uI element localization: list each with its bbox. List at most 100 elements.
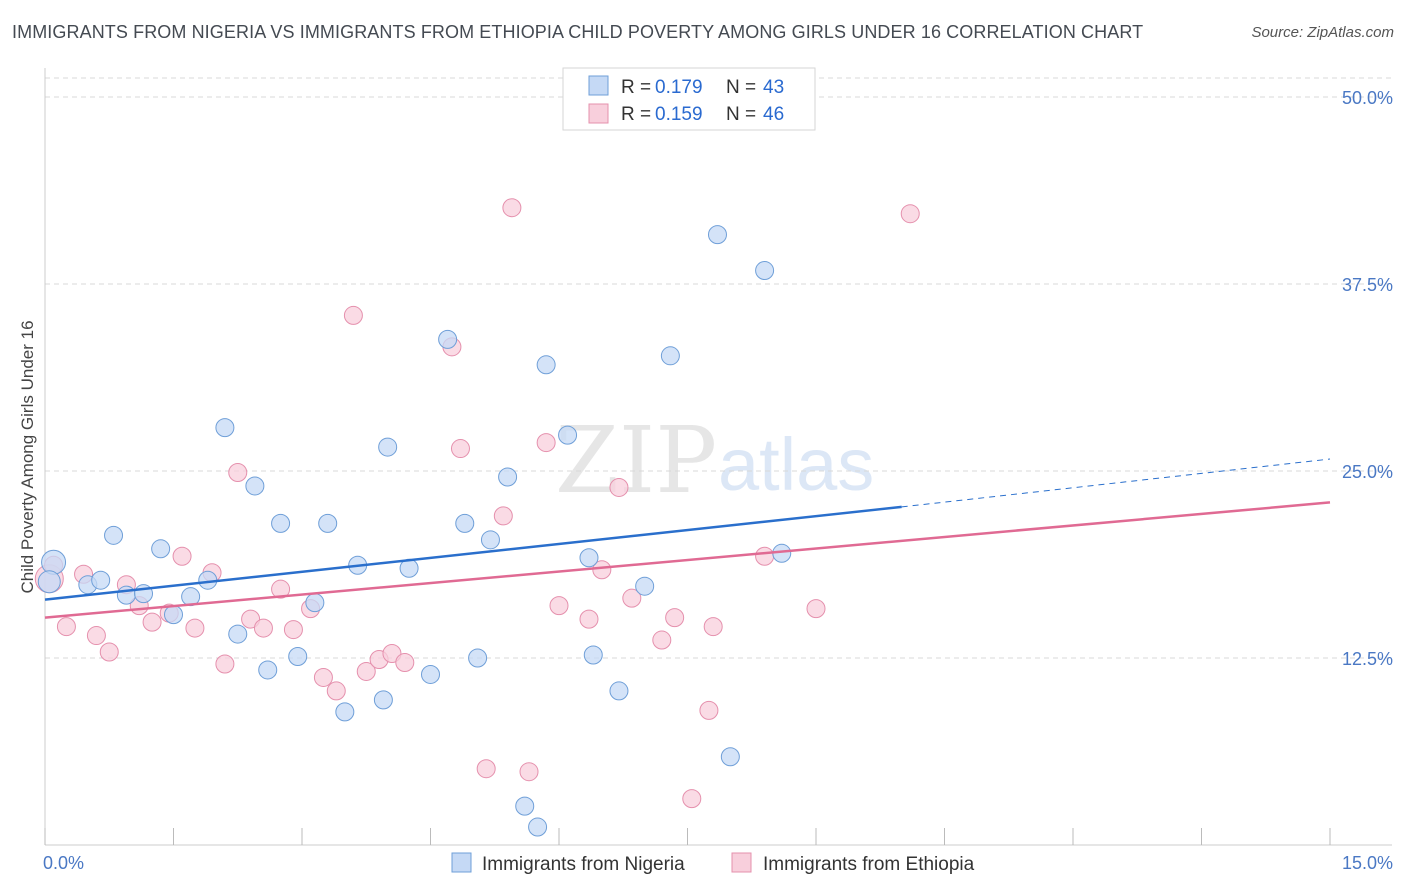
- y-tick-label: 12.5%: [1342, 649, 1393, 669]
- legend-ethiopia-n-value: 46: [763, 104, 784, 125]
- grid-lines: [45, 77, 1392, 659]
- watermark: ZIP atlas: [555, 407, 874, 514]
- watermark-atlas: atlas: [718, 423, 874, 506]
- point-ethiopia: [253, 618, 273, 638]
- series-ethiopia-points: [34, 198, 920, 809]
- point-ethiopia: [56, 617, 76, 637]
- y-tick-label: 37.5%: [1342, 275, 1393, 295]
- point-nigeria: [515, 796, 535, 816]
- chart-title: IMMIGRANTS FROM NIGERIA VS IMMIGRANTS FR…: [12, 22, 1144, 42]
- point-nigeria: [41, 549, 67, 575]
- point-nigeria: [164, 605, 183, 625]
- bottom-legend-swatch-ethiopia: [731, 852, 752, 873]
- point-ethiopia: [622, 588, 642, 608]
- point-nigeria: [660, 346, 680, 366]
- point-nigeria: [635, 576, 655, 596]
- point-nigeria: [305, 593, 325, 613]
- point-nigeria: [104, 525, 124, 545]
- watermark-zip: ZIP: [555, 407, 717, 514]
- point-ethiopia: [343, 305, 363, 325]
- point-nigeria: [455, 513, 475, 533]
- point-ethiopia: [215, 654, 235, 674]
- point-ethiopia: [703, 617, 723, 637]
- point-nigeria: [258, 660, 278, 680]
- legend-nigeria-r-value: 0.179: [655, 77, 703, 98]
- point-ethiopia: [549, 596, 569, 616]
- point-nigeria: [151, 539, 171, 559]
- x-tick-label: 15.0%: [1342, 853, 1393, 873]
- point-nigeria: [245, 476, 265, 496]
- x-tick-label: 0.0%: [43, 853, 84, 873]
- point-nigeria: [421, 664, 440, 684]
- legend-nigeria-n-value: 43: [763, 77, 784, 98]
- point-ethiopia: [450, 439, 470, 459]
- legend-ethiopia-r-value: 0.159: [655, 104, 703, 125]
- point-nigeria: [480, 530, 500, 550]
- point-ethiopia: [806, 599, 826, 619]
- point-nigeria: [468, 648, 488, 668]
- point-nigeria: [707, 225, 727, 245]
- point-nigeria: [335, 702, 355, 722]
- trend-line-ethiopia: [44, 501, 1331, 619]
- point-nigeria: [558, 425, 578, 445]
- point-ethiopia: [228, 462, 248, 482]
- point-ethiopia: [579, 609, 599, 629]
- point-nigeria: [609, 681, 629, 701]
- tick-labels: 12.5% 25.0% 37.5% 50.0% 0.0% 15.0%: [43, 88, 1393, 873]
- y-tick-label: 25.0%: [1342, 462, 1393, 482]
- trend-lines: [44, 458, 1331, 619]
- point-ethiopia: [493, 506, 513, 526]
- point-ethiopia: [609, 477, 629, 497]
- point-nigeria: [755, 261, 775, 281]
- point-ethiopia: [185, 618, 205, 638]
- point-ethiopia: [682, 789, 702, 809]
- point-nigeria: [271, 513, 291, 533]
- point-ethiopia: [271, 579, 291, 599]
- trend-line-nigeria: [44, 505, 902, 601]
- point-nigeria: [37, 570, 61, 594]
- legend-swatch-nigeria: [588, 75, 609, 96]
- point-ethiopia: [699, 700, 719, 720]
- legend-bottom: Immigrants from Nigeria Immigrants from …: [451, 852, 975, 875]
- point-ethiopia: [356, 661, 376, 681]
- point-nigeria: [583, 645, 603, 665]
- source-credit: Source: ZipAtlas.com: [1251, 24, 1394, 41]
- point-ethiopia: [283, 620, 303, 640]
- point-nigeria: [91, 570, 111, 590]
- bottom-legend-swatch-nigeria: [451, 852, 472, 873]
- point-nigeria: [528, 817, 548, 837]
- point-nigeria: [498, 467, 518, 487]
- point-nigeria: [318, 513, 338, 533]
- point-ethiopia: [313, 667, 333, 687]
- point-nigeria: [579, 548, 599, 568]
- point-nigeria: [228, 624, 248, 644]
- point-ethiopia: [519, 762, 539, 782]
- point-ethiopia: [536, 433, 556, 453]
- point-ethiopia: [142, 612, 162, 632]
- axes: [44, 68, 1392, 846]
- point-nigeria: [288, 647, 308, 667]
- series-nigeria-points: [37, 225, 792, 837]
- point-nigeria: [373, 690, 393, 710]
- point-nigeria: [720, 747, 740, 767]
- point-nigeria: [116, 585, 136, 605]
- point-ethiopia: [652, 630, 672, 650]
- bottom-legend-ethiopia: Immigrants from Ethiopia: [763, 854, 975, 875]
- point-ethiopia: [665, 608, 685, 628]
- legend-ethiopia-r-label: R =: [621, 104, 651, 125]
- point-ethiopia: [99, 642, 119, 662]
- bottom-legend-nigeria: Immigrants from Nigeria: [482, 854, 685, 875]
- point-nigeria: [536, 355, 556, 375]
- point-ethiopia: [86, 626, 106, 646]
- point-ethiopia: [476, 759, 496, 779]
- point-ethiopia: [755, 546, 775, 566]
- y-axis-label: Child Poverty Among Girls Under 16: [18, 320, 37, 593]
- legend-nigeria-n-label: N =: [726, 77, 756, 98]
- point-ethiopia: [900, 204, 920, 224]
- legend-nigeria-r-label: R =: [621, 77, 651, 98]
- y-tick-label: 50.0%: [1342, 88, 1393, 108]
- legend-top: R = 0.179 N = 43 R = 0.159 N = 46: [562, 67, 816, 131]
- trend-line-nigeria-extrapolated: [901, 458, 1331, 508]
- point-ethiopia: [172, 546, 192, 566]
- point-nigeria: [215, 418, 235, 438]
